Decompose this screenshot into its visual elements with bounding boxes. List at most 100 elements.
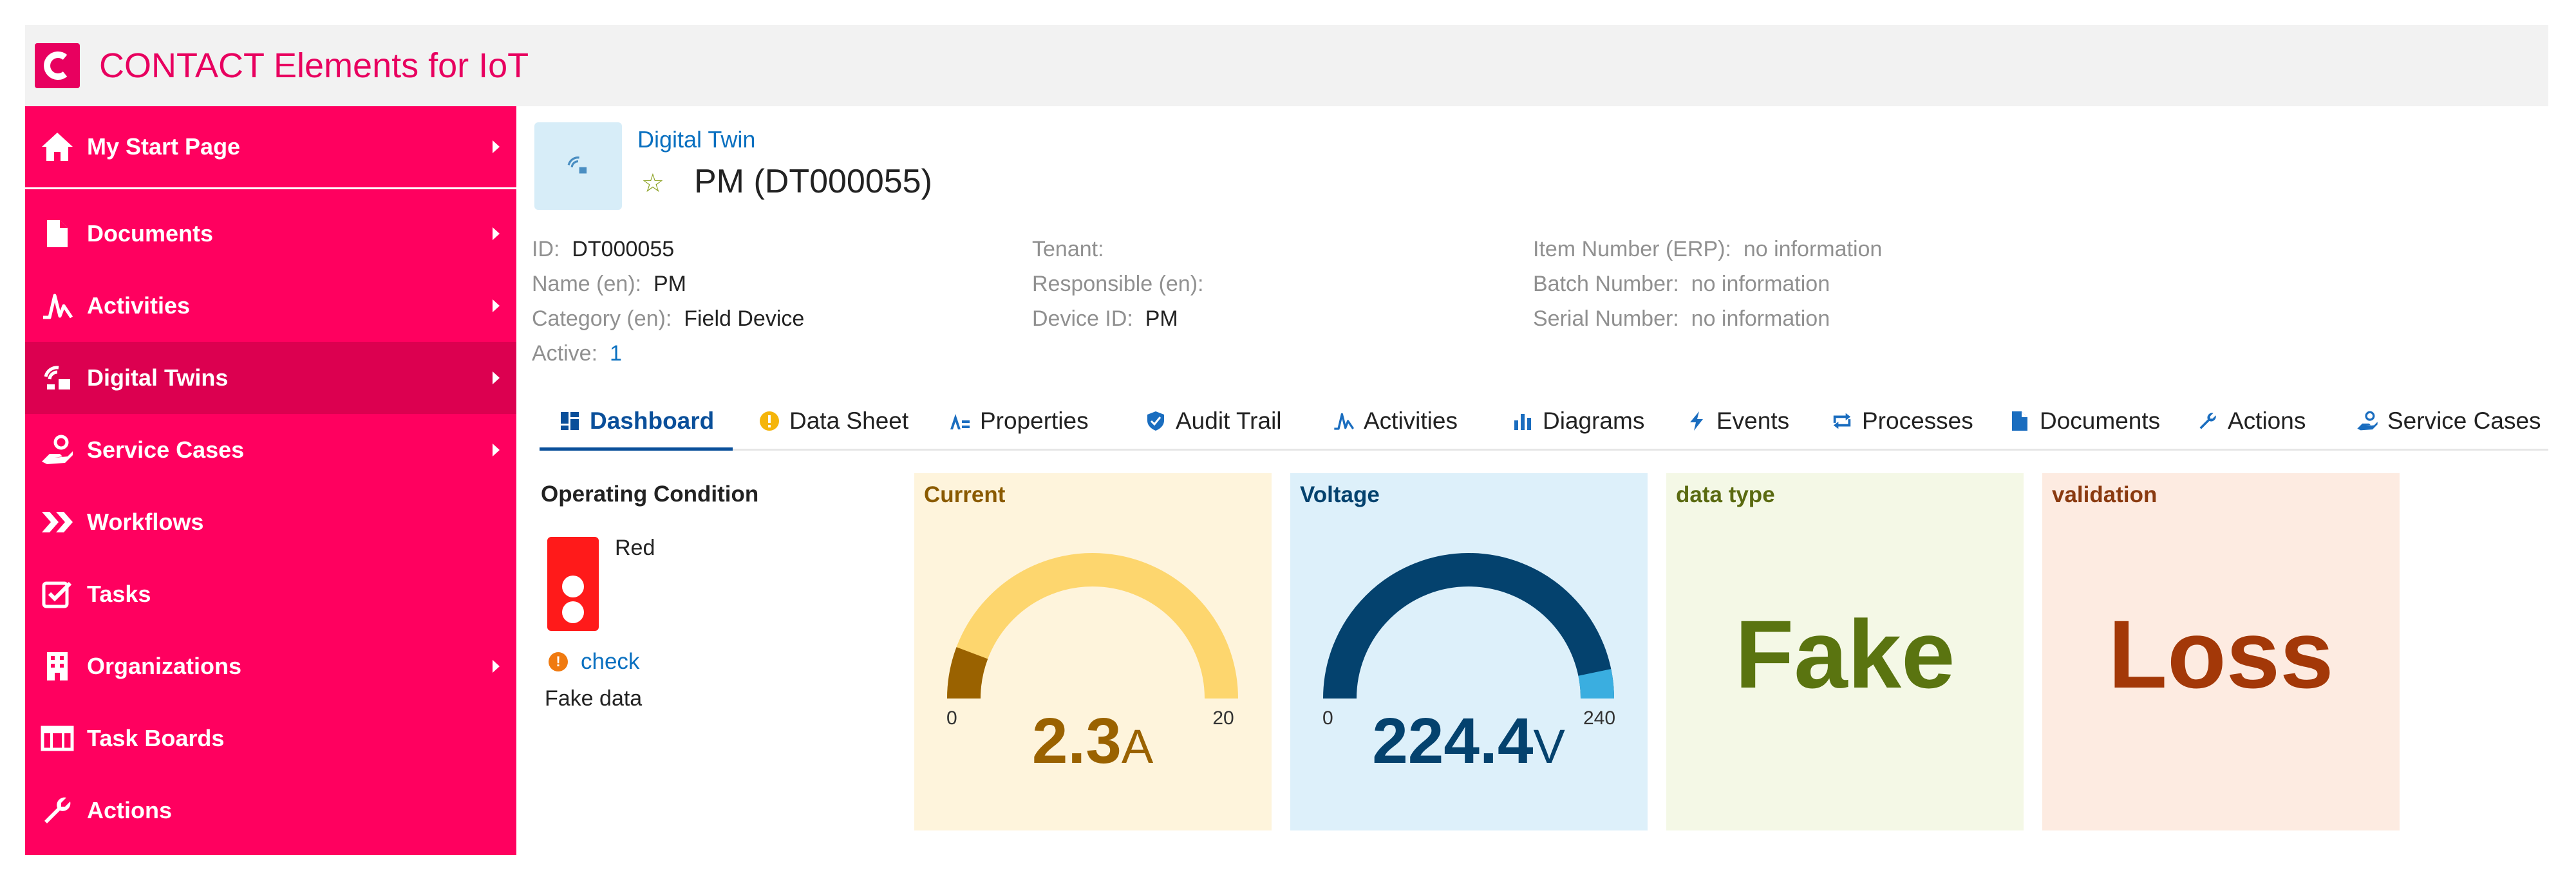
workflow-icon	[39, 504, 75, 540]
service-hand-icon	[2356, 410, 2378, 432]
tab-service-cases[interactable]: Service Cases	[2356, 391, 2541, 451]
sidebar-item-label: Activities	[87, 292, 191, 319]
process-cycle-icon	[1831, 410, 1853, 432]
sidebar-item-label: Digital Twins	[87, 364, 229, 391]
sidebar-item-label: Tasks	[87, 581, 151, 607]
current-gauge-max-label: 20	[1212, 708, 1234, 729]
tab-processes[interactable]: Processes	[1831, 391, 1973, 451]
sidebar-item-service-cases[interactable]: Service Cases	[25, 414, 516, 486]
operating-condition-note: Fake data	[545, 686, 643, 711]
tab-bar: Dashboard Data Sheet Properties Audit Tr…	[540, 391, 2548, 451]
tab-data-sheet[interactable]: Data Sheet	[758, 391, 908, 451]
tab-events[interactable]: Events	[1686, 391, 1789, 451]
document-icon	[2009, 410, 2031, 432]
sidebar-item-label: Task Boards	[87, 725, 225, 751]
wrench-icon	[39, 793, 75, 829]
tab-label: Actions	[2228, 408, 2306, 434]
attribute-key: Category (en):	[532, 306, 672, 331]
sidebar-item-label: Actions	[87, 797, 173, 823]
sidebar-item-organizations[interactable]: Organizations	[25, 630, 516, 702]
attribute-key: Responsible (en):	[1032, 272, 1204, 296]
sidebar: My Start Page Documents Activities Digit…	[25, 106, 516, 855]
star-icon[interactable]: ☆	[641, 169, 664, 198]
tab-label: Data Sheet	[789, 408, 909, 434]
lightning-icon	[1686, 410, 1707, 432]
current-gauge-card: 0 20 2.3A Current	[914, 473, 1272, 830]
attribute-row: Serial Number: no information	[1533, 301, 1882, 336]
sidebar-item-my-start-page[interactable]: My Start Page	[25, 111, 516, 183]
attribute-value: no information	[1743, 237, 1883, 261]
traffic-light	[547, 537, 599, 631]
tab-audit-trail[interactable]: Audit Trail	[1145, 391, 1282, 451]
sidebar-item-label: Organizations	[87, 653, 242, 679]
page-title: PM (DT000055)	[694, 163, 932, 200]
board-icon	[39, 720, 75, 756]
tab-label: Properties	[980, 408, 1089, 434]
activity-icon	[1333, 410, 1355, 432]
bar-chart-icon	[1512, 410, 1534, 432]
sidebar-item-tasks[interactable]: Tasks	[25, 558, 516, 630]
chevron-right-icon	[493, 444, 500, 456]
attribute-row: Tenant:	[1032, 232, 1210, 267]
tab-properties[interactable]: Properties	[949, 391, 1089, 451]
attribute-key: Serial Number:	[1533, 306, 1679, 331]
attribute-key: ID:	[532, 237, 560, 261]
digital-twin-icon	[39, 360, 75, 396]
tab-diagrams[interactable]: Diagrams	[1512, 391, 1644, 451]
sidebar-item-documents[interactable]: Documents	[25, 198, 516, 270]
tab-label: Diagrams	[1543, 408, 1645, 434]
app-logo[interactable]	[35, 43, 80, 88]
tab-documents[interactable]: Documents	[2009, 391, 2160, 451]
current-gauge-readout: 2.3A	[1032, 705, 1154, 777]
attribute-column-3: Item Number (ERP): no information Batch …	[1533, 232, 1882, 336]
attribute-row: Name (en): PM	[532, 267, 804, 301]
voltage-gauge-card: 0 240 224.4V Voltage	[1290, 473, 1648, 830]
traffic-light-lamp	[562, 576, 584, 597]
sidebar-item-workflows[interactable]: Workflows	[25, 486, 516, 558]
data-type-title: data type	[1676, 482, 1775, 507]
attribute-column-1: ID: DT000055 Name (en): PM Category (en)…	[532, 232, 804, 371]
current-gauge-fill	[947, 647, 988, 699]
voltage-gauge-remainder	[1578, 669, 1614, 699]
app-header: CONTACT Elements for IoT	[25, 25, 2548, 106]
data-type-value: Fake	[1735, 600, 1955, 708]
tab-label: Documents	[2040, 408, 2161, 434]
attribute-value: no information	[1691, 272, 1830, 296]
attribute-row: Item Number (ERP): no information	[1533, 232, 1882, 267]
object-avatar	[534, 122, 622, 210]
app-title: CONTACT Elements for IoT	[99, 46, 529, 85]
current-gauge-track	[947, 553, 1238, 699]
operating-condition-title: Operating Condition	[541, 482, 759, 507]
voltage-gauge: 0 240 224.4V	[1322, 553, 1615, 777]
home-icon	[39, 129, 75, 165]
attribute-key: Name (en):	[532, 272, 642, 296]
attribute-row: Device ID: PM	[1032, 301, 1210, 336]
attribute-key: Tenant:	[1032, 237, 1104, 261]
active-tab-indicator	[540, 447, 733, 451]
traffic-light-lamp	[562, 601, 584, 623]
chevron-right-icon	[493, 371, 500, 384]
sidebar-item-activities[interactable]: Activities	[25, 270, 516, 342]
attribute-row: Active: 1	[532, 336, 804, 371]
operating-condition-state: Red	[615, 536, 655, 560]
voltage-gauge-title: Voltage	[1300, 482, 1380, 507]
sidebar-item-actions[interactable]: Actions	[25, 774, 516, 847]
tab-actions[interactable]: Actions	[2197, 391, 2306, 451]
building-icon	[39, 648, 75, 684]
voltage-gauge-readout: 224.4V	[1372, 705, 1565, 777]
chevron-right-icon	[493, 140, 500, 153]
attribute-value: DT000055	[572, 237, 675, 261]
shield-icon	[1145, 410, 1167, 432]
attribute-row: ID: DT000055	[532, 232, 804, 267]
tab-dashboard[interactable]: Dashboard	[559, 391, 714, 451]
sidebar-item-label: Workflows	[87, 509, 204, 535]
sidebar-item-task-boards[interactable]: Task Boards	[25, 702, 516, 774]
tab-label: Events	[1716, 408, 1790, 434]
sidebar-item-label: Service Cases	[87, 436, 245, 463]
attribute-value: no information	[1691, 306, 1830, 331]
sidebar-item-digital-twins[interactable]: Digital Twins	[25, 342, 516, 414]
tab-activities[interactable]: Activities	[1333, 391, 1458, 451]
object-type-link[interactable]: Digital Twin	[637, 126, 756, 153]
check-link[interactable]: ! check	[549, 649, 639, 675]
attribute-value: Field Device	[684, 306, 805, 331]
